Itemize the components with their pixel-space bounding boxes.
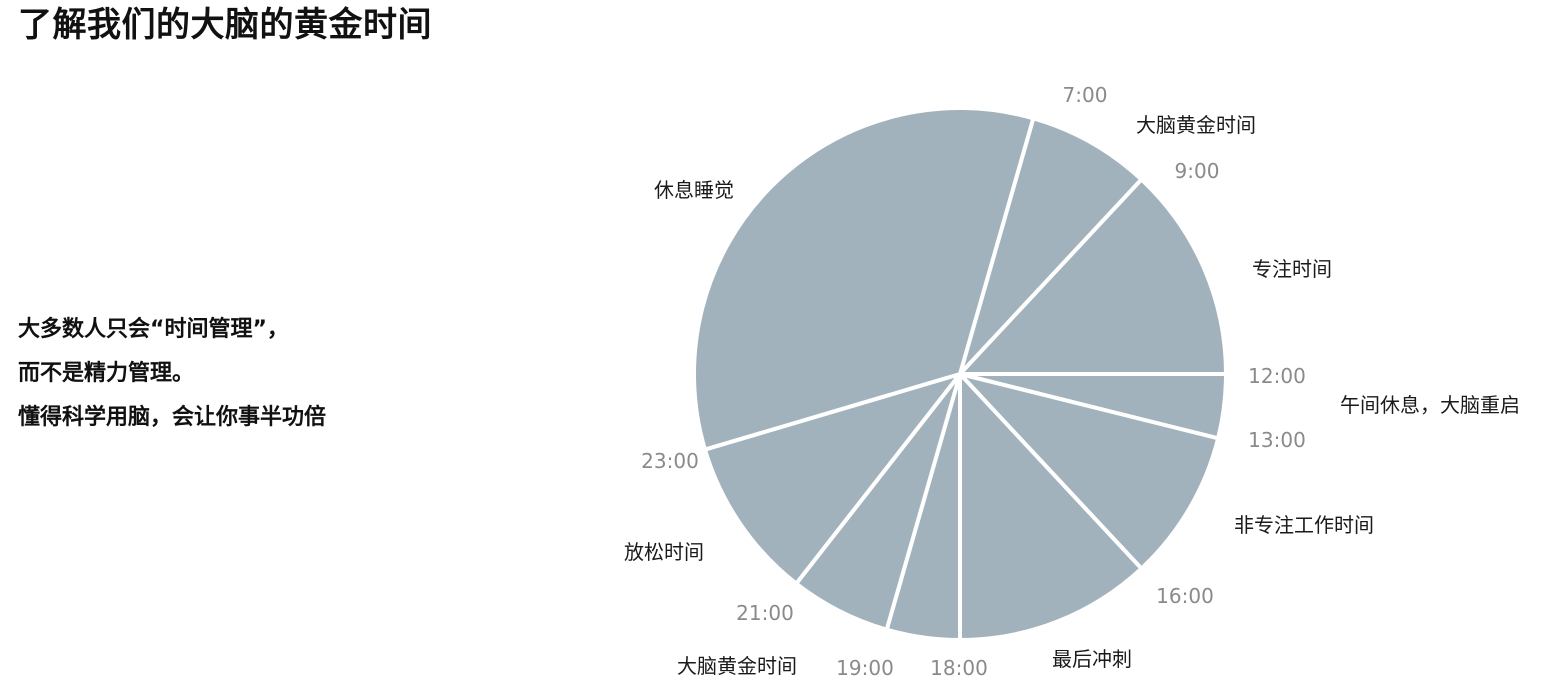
side-text-line-1: 大多数人只会“时间管理”， [18, 317, 289, 342]
time-label: 19:00 [836, 656, 894, 680]
time-label: 18:00 [930, 656, 988, 680]
pie-slice [958, 368, 1145, 643]
segment-label: 大脑黄金时间 [677, 654, 797, 678]
time-labels: 7:00 9:00 12:00 13:00 16:00 18:00 19:00 21:00 23… [641, 83, 1306, 680]
pie-slice [958, 115, 1145, 376]
pie-slice [953, 370, 1221, 572]
pie-slice [692, 106, 1036, 453]
time-label: 7:00 [1063, 83, 1108, 107]
segment-label: 非专注工作时间 [1234, 513, 1374, 537]
side-text-line-2: 而不是精力管理。 [18, 361, 195, 386]
pie-slices [692, 106, 1229, 643]
time-label: 16:00 [1156, 584, 1214, 608]
time-label: 23:00 [641, 449, 699, 473]
time-label: 12:00 [1248, 364, 1306, 388]
time-label: 9:00 [1175, 159, 1220, 183]
time-label: 21:00 [736, 601, 794, 625]
side-text: 大多数人只会“时间管理”， 而不是精力管理。 懂得科学用脑，会让你事半功倍 [18, 308, 326, 440]
pie-slice [955, 176, 1229, 376]
time-label: 13:00 [1248, 428, 1306, 452]
segment-label: 午间休息，大脑重启 [1340, 393, 1520, 417]
segment-label: 专注时间 [1252, 257, 1332, 281]
segment-labels: 大脑黄金时间专注时间午间休息，大脑重启非专注工作时间最后冲刺大脑黄金时间放松时间… [624, 113, 1520, 678]
segment-label: 最后冲刺 [1052, 647, 1132, 671]
segment-label: 大脑黄金时间 [1136, 113, 1256, 137]
segment-label: 放松时间 [624, 540, 704, 564]
page-title: 了解我们的大脑的黄金时间 [18, 5, 432, 45]
segment-label: 休息睡觉 [654, 178, 734, 202]
pie-slice [702, 370, 966, 587]
side-text-line-3: 懂得科学用脑，会让你事半功倍 [18, 405, 327, 430]
